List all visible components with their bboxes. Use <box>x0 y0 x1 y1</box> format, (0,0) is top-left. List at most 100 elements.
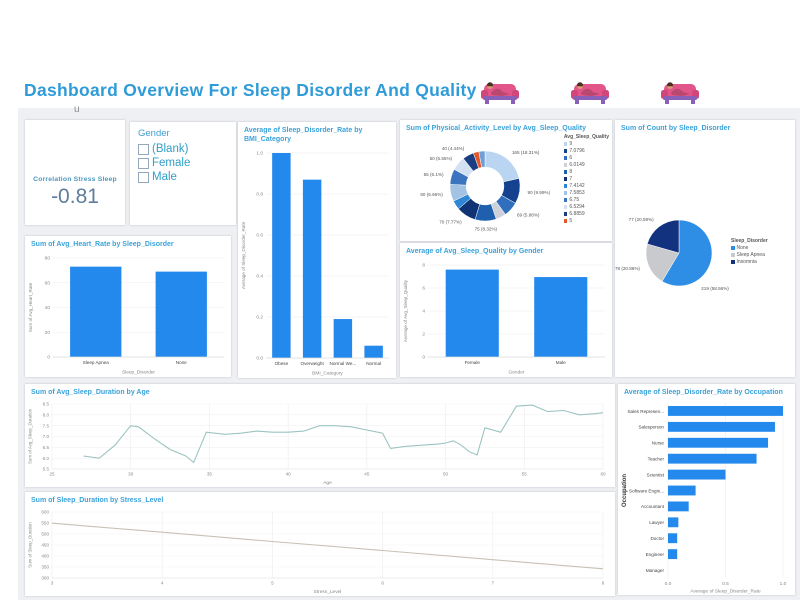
legend-item[interactable]: 6.8859 <box>563 211 609 218</box>
legend-swatch-icon <box>731 246 735 250</box>
bar[interactable] <box>364 345 383 359</box>
bar[interactable] <box>668 406 783 416</box>
chart-text: 0.8 <box>256 192 263 198</box>
gender-option-label: (Blank) <box>152 143 189 155</box>
checkbox-icon[interactable] <box>138 171 149 183</box>
chart-text: 350 <box>41 565 49 570</box>
bar[interactable] <box>668 533 678 544</box>
bar[interactable] <box>70 266 122 358</box>
stress-level-line-chart[interactable]: 300 350 400 450 500 550 600 3 4 5 6 7 8 Stress_Level S… <box>25 506 615 596</box>
chart-text: Gender <box>509 370 525 376</box>
bmi-bar-chart-panel: Average of Sleep_Disorder_Rate by BMI_Ca… <box>238 122 396 378</box>
checkbox-icon[interactable] <box>138 157 149 169</box>
chart-text: Nurse <box>652 441 665 446</box>
chart-text: Lawyer <box>649 520 664 525</box>
pie-slice[interactable] <box>645 243 680 282</box>
line-series[interactable] <box>83 404 604 464</box>
legend: Sleep_Disorder None Sleep Apnea Insomnia <box>731 238 768 265</box>
chart-text: Software Engin... <box>629 488 664 493</box>
pie-slice[interactable] <box>646 219 680 254</box>
legend-item[interactable]: 7.5853 <box>563 190 609 196</box>
legend-label: 5 <box>569 218 573 225</box>
sleep-disorder-pie-chart[interactable]: 219 (58.56%) 78 (20.86%) 77 (20.59%) Sleep_… <box>615 134 795 377</box>
line-series[interactable] <box>51 522 604 570</box>
sleep-duration-age-line-panel: Sum of Avg_Sleep_Duration by Age 5.5 6.0 6… <box>25 384 615 487</box>
legend-item[interactable]: 7.0796 <box>563 148 609 154</box>
gender-option-label: Male <box>152 171 177 183</box>
legend-item[interactable]: 7.4142 <box>563 183 609 189</box>
chart-text: Age <box>323 480 332 486</box>
bar[interactable] <box>668 501 689 512</box>
chart-text: Normal <box>366 361 381 366</box>
bar[interactable] <box>668 549 678 560</box>
correlation-card: Correlation Stress Sleep -0.81 <box>25 120 125 225</box>
legend-item[interactable]: 8 <box>563 169 609 176</box>
sleep-duration-age-line-chart[interactable]: 5.5 6.0 6.5 7.0 7.5 8.0 8.5 25 30 35 40 45 50 55 60 Age… <box>25 398 615 487</box>
bar[interactable] <box>668 469 726 480</box>
bmi-bar-chart[interactable]: 0.0 0.2 0.4 0.6 0.8 1.0 Obese Overweight Normal … <box>238 145 396 378</box>
legend-item[interactable]: 6.5294 <box>563 204 609 210</box>
legend-swatch-icon <box>563 177 568 181</box>
pie-slice[interactable] <box>478 150 486 168</box>
gender-option[interactable]: (Blank) <box>138 143 228 155</box>
gender-slicer-title: Gender <box>138 128 170 139</box>
chart-text: 60 (6.66%) <box>420 192 443 197</box>
bar[interactable] <box>668 422 775 432</box>
chart-text: 6 <box>422 286 425 292</box>
legend-item[interactable]: 6 <box>563 155 609 162</box>
checkbox-icon[interactable] <box>138 143 149 155</box>
pie-slice[interactable] <box>484 150 520 183</box>
chart-text: 3 <box>51 581 54 586</box>
heart-rate-bar-chart-panel: Sum of Avg_Heart_Rate by Sleep_Disorder … <box>25 236 231 377</box>
bar[interactable] <box>155 271 207 358</box>
bar[interactable] <box>668 437 769 448</box>
chart-text: 60 <box>600 472 606 477</box>
bar[interactable] <box>302 179 322 359</box>
bar[interactable] <box>668 485 696 496</box>
legend-label: 8 <box>569 169 573 176</box>
legend-item[interactable]: None <box>731 245 768 251</box>
legend-item[interactable]: 6.75 <box>563 197 609 203</box>
legend-item[interactable]: 6.0149 <box>563 162 609 168</box>
chart-text: Overweight <box>301 361 325 366</box>
chart-text: BMI_Category <box>312 371 343 377</box>
chart-text: 35 <box>207 472 213 477</box>
chart-text: 30 <box>128 472 134 477</box>
bar[interactable] <box>668 517 679 528</box>
chart-text: Sleep_Disorder <box>122 370 155 376</box>
chart-text: 0.6 <box>256 233 263 239</box>
physical-activity-donut-chart[interactable]: 165 (18.31%) 90 (9.99%) 69 (5.88%) 75 (8.32… <box>400 134 612 241</box>
chart-title: Sum of Avg_Heart_Rate by Sleep_Disorder <box>31 241 174 248</box>
sleep-quality-gender-bar-chart[interactable]: 0 2 4 6 8 Female Male Gender Average of Avg_Slee… <box>400 257 612 377</box>
chart-text: 50 (5.55%) <box>430 156 453 161</box>
legend-item[interactable]: Sleep Apnea <box>731 252 768 258</box>
chart-text: Accountant <box>641 504 665 509</box>
gender-option[interactable]: Male <box>138 171 228 183</box>
chart-text: 300 <box>41 576 49 581</box>
legend-label: 6.8859 <box>569 211 585 218</box>
pie-slice[interactable] <box>661 219 713 287</box>
chart-text: Teacher <box>648 457 665 462</box>
legend-item[interactable]: Insomnia <box>731 259 768 265</box>
bar[interactable] <box>445 269 499 358</box>
chart-text: Average of Avg_Sleep_Quality <box>403 279 408 342</box>
chart-text: Manager <box>646 568 665 573</box>
gender-option[interactable]: Female <box>138 157 228 169</box>
legend-item[interactable]: 7 <box>563 176 609 182</box>
bar[interactable] <box>272 153 291 359</box>
chart-text: 70 (7.77%) <box>439 220 462 225</box>
chart-text: Normal We... <box>330 361 357 366</box>
occupation-bar-chart[interactable]: 0.0 0.5 1.0 Sales Represen... Salesperson Nur… <box>618 398 795 595</box>
chart-text: 55 (6.1%) <box>424 172 444 177</box>
legend-label: 6 <box>569 155 573 162</box>
legend-item[interactable]: 5 <box>563 218 609 225</box>
legend-item[interactable]: 9 <box>563 141 609 147</box>
chart-text: 60 <box>45 281 51 287</box>
bar[interactable] <box>668 453 757 464</box>
chart-text: Sum of Avg_Heart_Rate <box>28 282 33 332</box>
bar[interactable] <box>534 277 588 358</box>
bar[interactable] <box>333 319 353 359</box>
chart-text: 90 (9.99%) <box>528 190 551 195</box>
heart-rate-bar-chart[interactable]: 0 20 40 60 80 Sleep Apnea None Sleep_Disorder Su… <box>25 250 231 377</box>
chart-text: 69 (5.88%) <box>517 212 540 217</box>
